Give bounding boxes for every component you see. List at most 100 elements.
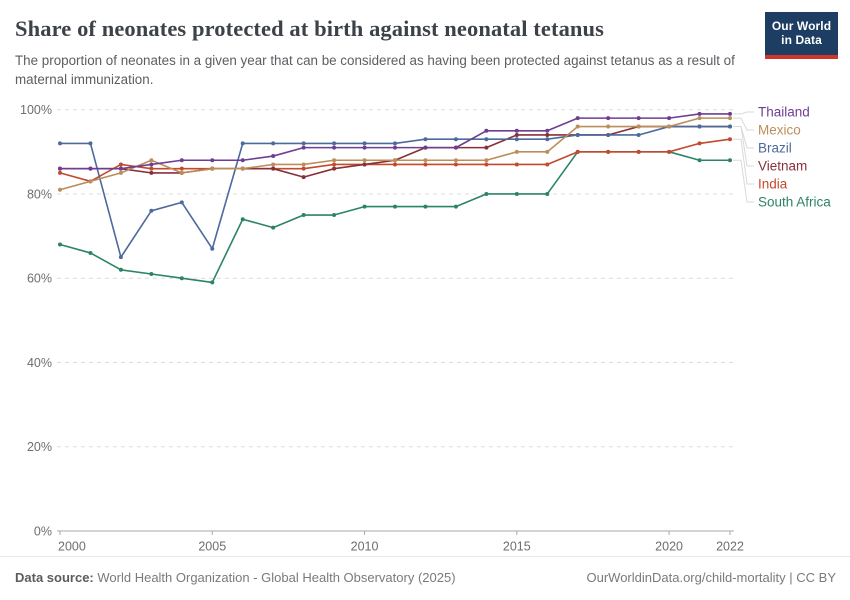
data-point[interactable]: [179, 158, 184, 163]
data-point[interactable]: [575, 149, 580, 154]
data-point[interactable]: [393, 162, 397, 167]
data-point[interactable]: [697, 141, 702, 146]
legend-label-south-africa[interactable]: South Africa: [758, 195, 831, 210]
data-point[interactable]: [575, 132, 580, 137]
data-point[interactable]: [453, 204, 458, 209]
data-point[interactable]: [210, 280, 215, 285]
data-point[interactable]: [697, 111, 702, 116]
data-point[interactable]: [636, 149, 641, 154]
data-point[interactable]: [271, 154, 276, 159]
data-point[interactable]: [179, 276, 184, 281]
data-point[interactable]: [514, 132, 519, 137]
data-point[interactable]: [88, 141, 93, 146]
data-point[interactable]: [210, 166, 215, 171]
data-point[interactable]: [575, 116, 580, 121]
data-point[interactable]: [697, 158, 702, 163]
data-point[interactable]: [179, 166, 184, 171]
data-point[interactable]: [362, 145, 367, 150]
data-point[interactable]: [514, 191, 519, 196]
data-point[interactable]: [636, 116, 641, 121]
data-point[interactable]: [149, 208, 154, 213]
data-point[interactable]: [362, 162, 367, 167]
data-point[interactable]: [301, 166, 306, 171]
data-point[interactable]: [484, 158, 489, 163]
data-point[interactable]: [88, 166, 93, 171]
data-point[interactable]: [453, 158, 458, 163]
series-line-south-africa[interactable]: [59, 151, 730, 284]
data-point[interactable]: [149, 166, 154, 171]
data-point[interactable]: [484, 137, 489, 142]
data-point[interactable]: [362, 141, 367, 146]
data-point[interactable]: [332, 162, 337, 167]
owid-logo[interactable]: Our World in Data: [765, 12, 838, 59]
line-chart[interactable]: 0% 20% 40% 60% 80% 100% 2000 2005 2010 2015 2020 20…: [0, 0, 850, 556]
data-point[interactable]: [728, 137, 732, 142]
data-point[interactable]: [88, 179, 93, 184]
data-point[interactable]: [667, 116, 672, 121]
data-point[interactable]: [58, 242, 62, 247]
data-point[interactable]: [636, 124, 641, 129]
data-point[interactable]: [271, 141, 276, 146]
data-point[interactable]: [514, 128, 519, 133]
data-point[interactable]: [606, 132, 611, 137]
data-point[interactable]: [240, 141, 245, 146]
data-point[interactable]: [697, 116, 702, 121]
data-point[interactable]: [575, 124, 580, 129]
data-point[interactable]: [606, 149, 611, 154]
data-point[interactable]: [118, 170, 123, 175]
data-point[interactable]: [484, 145, 489, 150]
data-point[interactable]: [728, 116, 732, 121]
data-point[interactable]: [453, 145, 458, 150]
data-point[interactable]: [514, 137, 519, 142]
data-point[interactable]: [423, 158, 428, 163]
data-point[interactable]: [484, 128, 489, 133]
data-point[interactable]: [118, 267, 123, 272]
data-point[interactable]: [728, 158, 732, 163]
footer-link[interactable]: OurWorldinData.org/child-mortality | CC …: [586, 570, 837, 585]
data-point[interactable]: [179, 200, 184, 205]
data-point[interactable]: [149, 170, 154, 175]
data-point[interactable]: [545, 149, 550, 154]
data-point[interactable]: [271, 166, 276, 171]
data-point[interactable]: [149, 162, 154, 167]
data-point[interactable]: [58, 187, 62, 192]
data-point[interactable]: [149, 272, 154, 277]
data-point[interactable]: [301, 162, 306, 167]
data-point[interactable]: [484, 162, 489, 167]
data-point[interactable]: [240, 166, 245, 171]
data-point[interactable]: [58, 166, 62, 171]
data-point[interactable]: [332, 141, 337, 146]
data-point[interactable]: [393, 204, 397, 209]
data-point[interactable]: [423, 137, 428, 142]
data-point[interactable]: [545, 132, 550, 137]
data-point[interactable]: [210, 158, 215, 163]
data-point[interactable]: [332, 145, 337, 150]
data-point[interactable]: [88, 250, 93, 255]
data-point[interactable]: [210, 246, 215, 251]
data-point[interactable]: [301, 141, 306, 146]
data-point[interactable]: [453, 162, 458, 167]
data-point[interactable]: [240, 158, 245, 163]
data-point[interactable]: [240, 217, 245, 222]
data-point[interactable]: [118, 255, 123, 260]
data-point[interactable]: [118, 166, 123, 171]
data-point[interactable]: [514, 149, 519, 154]
data-point[interactable]: [362, 204, 367, 209]
data-point[interactable]: [393, 141, 397, 146]
data-point[interactable]: [667, 149, 672, 154]
data-point[interactable]: [728, 111, 732, 116]
legend-label-brazil[interactable]: Brazil: [758, 141, 792, 156]
data-point[interactable]: [271, 225, 276, 230]
data-point[interactable]: [332, 158, 337, 163]
legend-label-vietnam[interactable]: Vietnam: [758, 159, 807, 174]
data-point[interactable]: [332, 213, 337, 218]
data-point[interactable]: [301, 175, 306, 180]
data-point[interactable]: [393, 145, 397, 150]
data-point[interactable]: [606, 124, 611, 129]
data-point[interactable]: [606, 116, 611, 121]
data-point[interactable]: [697, 124, 702, 129]
data-point[interactable]: [301, 145, 306, 150]
data-point[interactable]: [332, 166, 337, 171]
data-point[interactable]: [667, 124, 672, 129]
data-point[interactable]: [58, 170, 62, 175]
